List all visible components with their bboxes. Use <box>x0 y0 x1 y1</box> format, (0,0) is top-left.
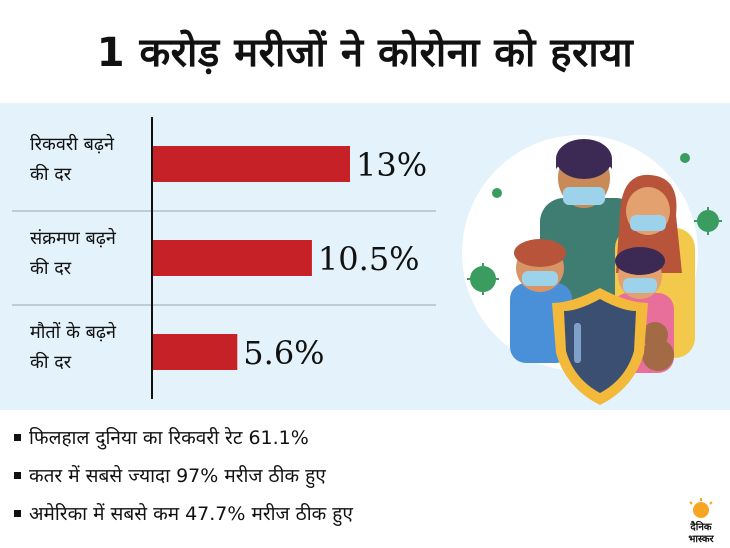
headline: 1 करोड़ मरीजों ने कोरोना को हराया <box>0 0 730 100</box>
bar <box>152 146 350 182</box>
bar-value-label: 5.6% <box>243 334 324 372</box>
category-label: की दर <box>30 257 72 279</box>
family-with-masks-and-shield-icon <box>462 135 722 405</box>
bullet-icon <box>14 471 21 479</box>
category-label: रिकवरी बढ़ने <box>30 133 115 155</box>
note-text: फिलहाल दुनिया का रिकवरी रेट 61.1% <box>29 427 309 449</box>
logo-line1: दैनिक <box>689 520 712 533</box>
logo-line2: भास्कर <box>688 534 714 544</box>
bullet-icon <box>14 433 21 441</box>
category-label: की दर <box>30 163 72 185</box>
bar <box>152 240 312 276</box>
bullet-icon <box>14 509 21 517</box>
note-item: कतर में सबसे ज्यादा 97% मरीज ठीक हुए <box>14 462 326 488</box>
chart-panel: 13% रिकवरी बढ़ने की दर 10.5% संक्रमण बढ़ने की… <box>0 103 730 410</box>
notes-section: फिलहाल दुनिया का रिकवरी रेट 61.1% कतर मे… <box>0 410 730 548</box>
bar-chart: 13% रिकवरी बढ़ने की दर 10.5% संक्रमण बढ़ने की… <box>12 117 722 405</box>
note-text: अमेरिका में सबसे कम 47.7% मरीज ठीक हुए <box>29 503 353 525</box>
note-item: अमेरिका में सबसे कम 47.7% मरीज ठीक हुए <box>14 500 353 526</box>
bar-value-label: 13% <box>356 146 427 184</box>
category-label: मौतों के बढ़ने <box>30 321 117 343</box>
note-item: फिलहाल दुनिया का रिकवरी रेट 61.1% <box>14 424 309 450</box>
bar <box>152 334 238 370</box>
category-label: संक्रमण बढ़ने <box>30 227 117 249</box>
note-text: कतर में सबसे ज्यादा 97% मरीज ठीक हुए <box>29 465 326 487</box>
bar-value-label: 10.5% <box>318 240 420 278</box>
headline-text: 1 करोड़ मरीजों ने कोरोना को हराया <box>96 29 634 76</box>
sun-logo-icon <box>689 498 713 518</box>
dainik-bhaskar-logo: दैनिक भास्कर <box>688 498 715 544</box>
category-label: की दर <box>30 351 72 373</box>
